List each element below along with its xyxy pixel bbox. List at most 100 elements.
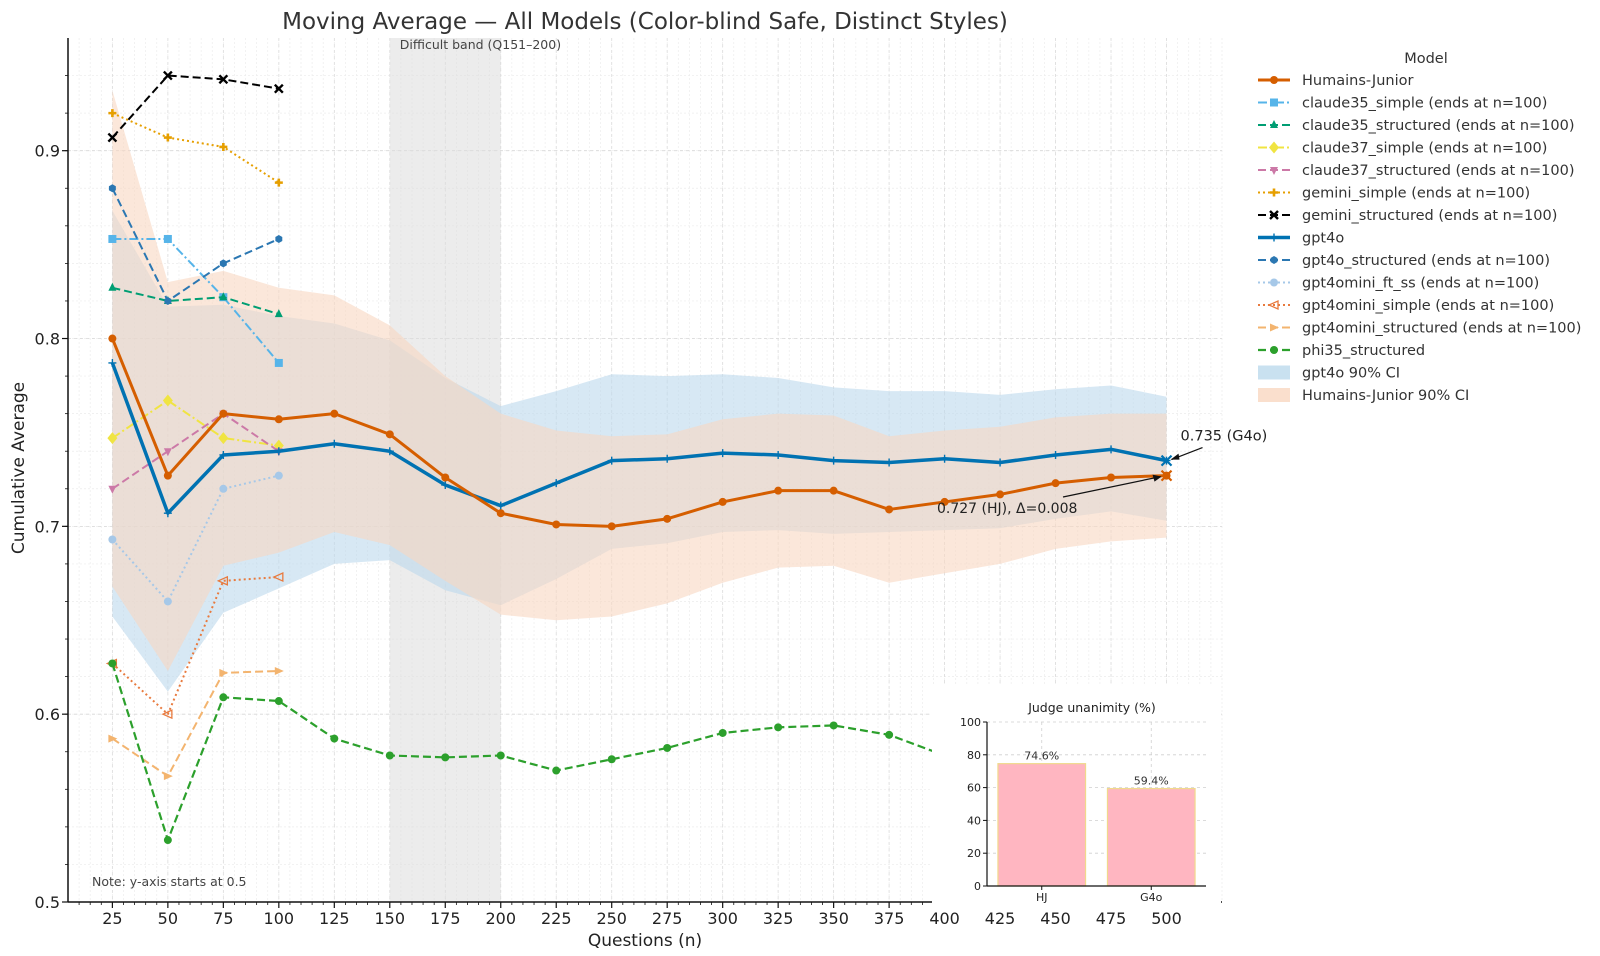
data-point bbox=[829, 456, 838, 465]
data-point bbox=[1270, 188, 1278, 197]
series-line bbox=[110, 362, 1167, 515]
data-point bbox=[885, 458, 894, 467]
legend-label: claude37_simple (ends at n=100) bbox=[1302, 141, 1547, 157]
data-point bbox=[273, 83, 284, 94]
data-point bbox=[163, 471, 172, 480]
data-point bbox=[1270, 120, 1278, 128]
g4o-annotation-label: 0.735 (G4o) bbox=[1181, 429, 1268, 445]
data-point bbox=[607, 456, 616, 465]
x-tick-label: 250 bbox=[596, 909, 627, 928]
data-point bbox=[108, 334, 117, 343]
legend-item: gemini_simple (ends at n=100) bbox=[1258, 186, 1530, 202]
data-point bbox=[218, 432, 229, 445]
gpt4o-end-marker bbox=[1160, 454, 1173, 467]
y-tick-label: 0.6 bbox=[35, 705, 60, 724]
series-11 bbox=[108, 666, 284, 781]
confidence-bands bbox=[112, 90, 1167, 692]
series-lines bbox=[105, 70, 1171, 845]
data-point bbox=[885, 730, 894, 739]
legend-item: gpt4omini_simple (ends at n=100) bbox=[1258, 298, 1554, 314]
legend-item: gpt4o_structured (ends at n=100) bbox=[1258, 253, 1550, 269]
data-point bbox=[940, 454, 949, 463]
data-point bbox=[1270, 256, 1278, 264]
series-line bbox=[111, 412, 280, 490]
legend-item: claude35_structured (ends at n=100) bbox=[1258, 118, 1575, 134]
series-line bbox=[111, 112, 280, 184]
legend-label: gpt4omini_structured (ends at n=100) bbox=[1302, 321, 1581, 337]
series-line bbox=[111, 187, 280, 302]
data-point bbox=[219, 484, 228, 493]
x-tick-label: 150 bbox=[375, 909, 406, 928]
data-point bbox=[219, 409, 228, 418]
data-point bbox=[996, 490, 1005, 499]
data-point bbox=[219, 693, 228, 702]
data-point bbox=[163, 836, 172, 845]
data-point bbox=[607, 522, 616, 531]
inset-y-tick-label: 60 bbox=[967, 782, 981, 795]
data-point bbox=[1051, 479, 1060, 488]
inset-value-label: 74.6% bbox=[1024, 750, 1059, 763]
legend-item: claude35_simple (ends at n=100) bbox=[1258, 96, 1547, 112]
series-line bbox=[111, 669, 279, 778]
g4o-arrowhead bbox=[1170, 453, 1180, 460]
data-point bbox=[1270, 167, 1278, 175]
data-point bbox=[1270, 278, 1278, 287]
x-tick-label: 100 bbox=[264, 909, 295, 928]
data-point bbox=[107, 432, 118, 445]
legend-label: claude37_structured (ends at n=100) bbox=[1302, 163, 1575, 179]
data-point bbox=[275, 234, 283, 243]
data-point bbox=[108, 659, 117, 668]
data-point bbox=[163, 772, 173, 781]
data-point bbox=[163, 133, 172, 142]
data-point bbox=[108, 535, 117, 544]
data-point bbox=[108, 358, 117, 367]
data-point bbox=[1270, 98, 1278, 107]
data-point bbox=[216, 575, 228, 586]
inset-x-tick-label: HJ bbox=[1036, 891, 1048, 904]
legend-label: gpt4omini_ft_ss (ends at n=100) bbox=[1302, 276, 1539, 292]
inset-value-label: 59.4% bbox=[1134, 775, 1169, 788]
data-point bbox=[219, 450, 228, 459]
y-tick-label: 0.9 bbox=[35, 142, 60, 161]
x-tick-label: 25 bbox=[102, 909, 122, 928]
data-point bbox=[108, 184, 116, 193]
data-point bbox=[496, 751, 505, 760]
series-line bbox=[112, 237, 280, 364]
inset-x-tick-label: G4o bbox=[1140, 891, 1163, 904]
y-axis-label: Cumulative Average bbox=[9, 382, 29, 554]
x-tick-label: 350 bbox=[818, 909, 849, 928]
y-tick-label: 0.5 bbox=[35, 893, 60, 912]
data-point bbox=[1270, 346, 1278, 354]
data-point bbox=[274, 666, 284, 675]
series-line bbox=[112, 286, 280, 316]
legend-item: gpt4omini_structured (ends at n=100) bbox=[1258, 321, 1581, 337]
inset-y-tick-label: 100 bbox=[960, 716, 981, 729]
hj-arrowhead bbox=[1152, 474, 1162, 482]
legend-item: claude37_structured (ends at n=100) bbox=[1258, 163, 1575, 179]
data-point bbox=[1051, 450, 1060, 459]
legend-swatch-band bbox=[1258, 365, 1290, 380]
legend-item: Humains-Junior 90% CI bbox=[1258, 388, 1469, 404]
x-tick-label: 400 bbox=[929, 909, 960, 928]
legend-item: gpt4omini_ft_ss (ends at n=100) bbox=[1258, 276, 1539, 292]
inset-bar bbox=[997, 763, 1087, 887]
legend-label: gpt4omini_simple (ends at n=100) bbox=[1302, 298, 1554, 314]
data-point bbox=[496, 501, 505, 510]
data-point bbox=[1270, 76, 1278, 84]
data-point bbox=[1107, 445, 1116, 454]
series-line bbox=[111, 399, 279, 447]
inset-y-tick-label: 0 bbox=[974, 880, 981, 893]
data-point bbox=[552, 520, 561, 529]
data-point bbox=[663, 743, 672, 752]
inset-y-tick-label: 80 bbox=[967, 749, 981, 762]
data-point bbox=[164, 296, 172, 305]
data-point bbox=[330, 439, 339, 448]
x-tick-label: 375 bbox=[874, 909, 905, 928]
data-point bbox=[718, 728, 727, 737]
y-tick-label: 0.8 bbox=[35, 330, 60, 349]
data-point bbox=[163, 234, 172, 243]
legend-item: phi35_structured bbox=[1258, 343, 1425, 359]
x-tick-label: 225 bbox=[541, 909, 572, 928]
data-point bbox=[274, 358, 283, 367]
data-point bbox=[1269, 210, 1279, 220]
